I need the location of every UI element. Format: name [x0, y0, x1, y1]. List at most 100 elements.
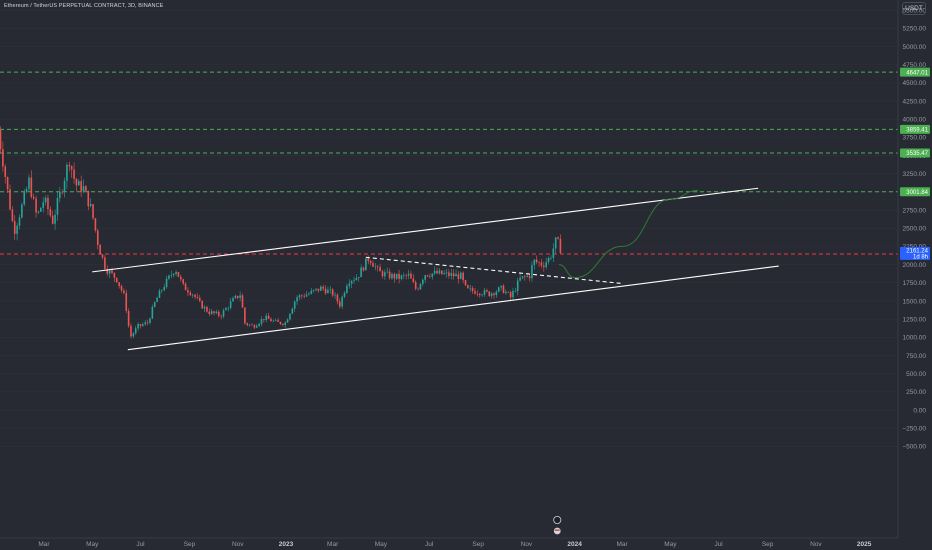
candle-body: [524, 276, 526, 277]
candle-body: [175, 272, 177, 274]
candle-body: [355, 278, 358, 281]
candle-body: [450, 273, 453, 276]
candle-body: [94, 218, 97, 231]
candle-body: [227, 307, 230, 309]
candle-body: [289, 313, 291, 320]
y-tick-label: 4750.00: [903, 62, 927, 69]
candle-body: [327, 289, 329, 294]
candle-body: [32, 197, 35, 199]
candle-body: [73, 169, 75, 179]
candle-body: [44, 197, 47, 203]
projection-curve: [558, 189, 699, 279]
x-tick-label: Sep: [184, 541, 196, 548]
candle-body: [476, 293, 479, 295]
x-tick-label: Jul: [425, 541, 434, 548]
candle-body: [279, 321, 282, 325]
candle-body: [251, 324, 253, 326]
candle-body: [403, 275, 405, 276]
candle-body: [405, 275, 408, 276]
y-tick-label: 2000.00: [903, 262, 927, 269]
candle-body: [163, 287, 166, 291]
candle-body: [516, 280, 519, 291]
candle-body: [426, 275, 429, 277]
candle-body: [225, 308, 227, 311]
candle-body: [512, 291, 514, 298]
candle-body: [384, 272, 386, 277]
candle-body: [236, 295, 239, 298]
candle-body: [184, 283, 187, 291]
x-tick-label: Jul: [136, 541, 145, 548]
y-tick-label: 5000.00: [903, 44, 927, 51]
candle-body: [419, 283, 422, 290]
last-price-tag: [900, 246, 930, 260]
y-tick-label: 4500.00: [903, 80, 927, 87]
currency-button[interactable]: USDT: [902, 2, 926, 15]
candle-body: [388, 271, 391, 279]
candle-body: [509, 292, 512, 298]
y-tick-label: 1750.00: [903, 280, 927, 287]
candle-body: [502, 285, 505, 294]
x-tick-label: May: [86, 541, 99, 548]
candle-body: [533, 259, 536, 266]
candle-body: [353, 280, 355, 281]
candle-body: [360, 267, 362, 278]
x-tick-label: Nov: [232, 541, 244, 548]
chart-title: Ethereum / TetherUS PERPETUAL CONTRACT, …: [4, 3, 164, 9]
x-tick-label: May: [375, 541, 388, 548]
candle-body: [111, 270, 113, 273]
candle-body: [137, 324, 139, 329]
candle-body: [481, 294, 483, 296]
candle-body: [85, 186, 87, 191]
countdown-label: 1d 8h: [913, 254, 928, 260]
candle-body: [120, 285, 123, 291]
descending-resistance-line: [365, 256, 623, 285]
candle-body: [241, 295, 244, 308]
candle-body: [552, 248, 555, 258]
candle-body: [263, 319, 265, 320]
candle-body: [336, 294, 339, 302]
level-price-tag: [900, 67, 930, 77]
level-price-label: 3001.84: [906, 190, 928, 196]
candle-body: [462, 272, 464, 281]
candle-body: [319, 286, 322, 291]
x-tick-label: Sep: [762, 541, 774, 548]
candle-body: [99, 244, 101, 255]
candle-body: [433, 270, 436, 274]
candle-body: [89, 204, 92, 207]
candle-body: [464, 280, 467, 286]
channel-upper-line: [92, 187, 759, 273]
candle-body: [35, 198, 37, 213]
channel-lower-line: [127, 265, 779, 351]
candle-body: [210, 311, 213, 314]
candle-body: [18, 217, 21, 226]
candle-body: [80, 181, 82, 192]
candle-body: [538, 262, 540, 263]
x-tick-label: Nov: [521, 541, 533, 548]
candle-body: [49, 209, 52, 216]
candle-body: [125, 292, 128, 311]
candle-body: [232, 298, 234, 302]
candle-body: [459, 272, 462, 279]
y-tick-label: 4250.00: [903, 98, 927, 105]
candle-body: [334, 294, 336, 296]
y-tick-label: 4000.00: [903, 117, 927, 124]
candle-body: [310, 290, 313, 294]
candle-body: [282, 324, 284, 325]
candle-body: [379, 267, 381, 272]
candle-body: [272, 320, 275, 322]
candle-body: [260, 319, 263, 324]
candle-body: [139, 324, 142, 326]
candle-body: [127, 310, 130, 326]
candle-body: [206, 306, 208, 312]
candle-body: [23, 192, 26, 205]
y-tick-label: 250.00: [906, 389, 926, 396]
candle-body: [362, 267, 365, 271]
candle-body: [149, 318, 151, 324]
candle-body: [165, 278, 168, 288]
candle-body: [369, 260, 372, 263]
candle-body: [108, 270, 111, 274]
candle-body: [303, 295, 305, 297]
x-tick-label: 2023: [279, 541, 294, 548]
candle-body: [531, 265, 533, 279]
